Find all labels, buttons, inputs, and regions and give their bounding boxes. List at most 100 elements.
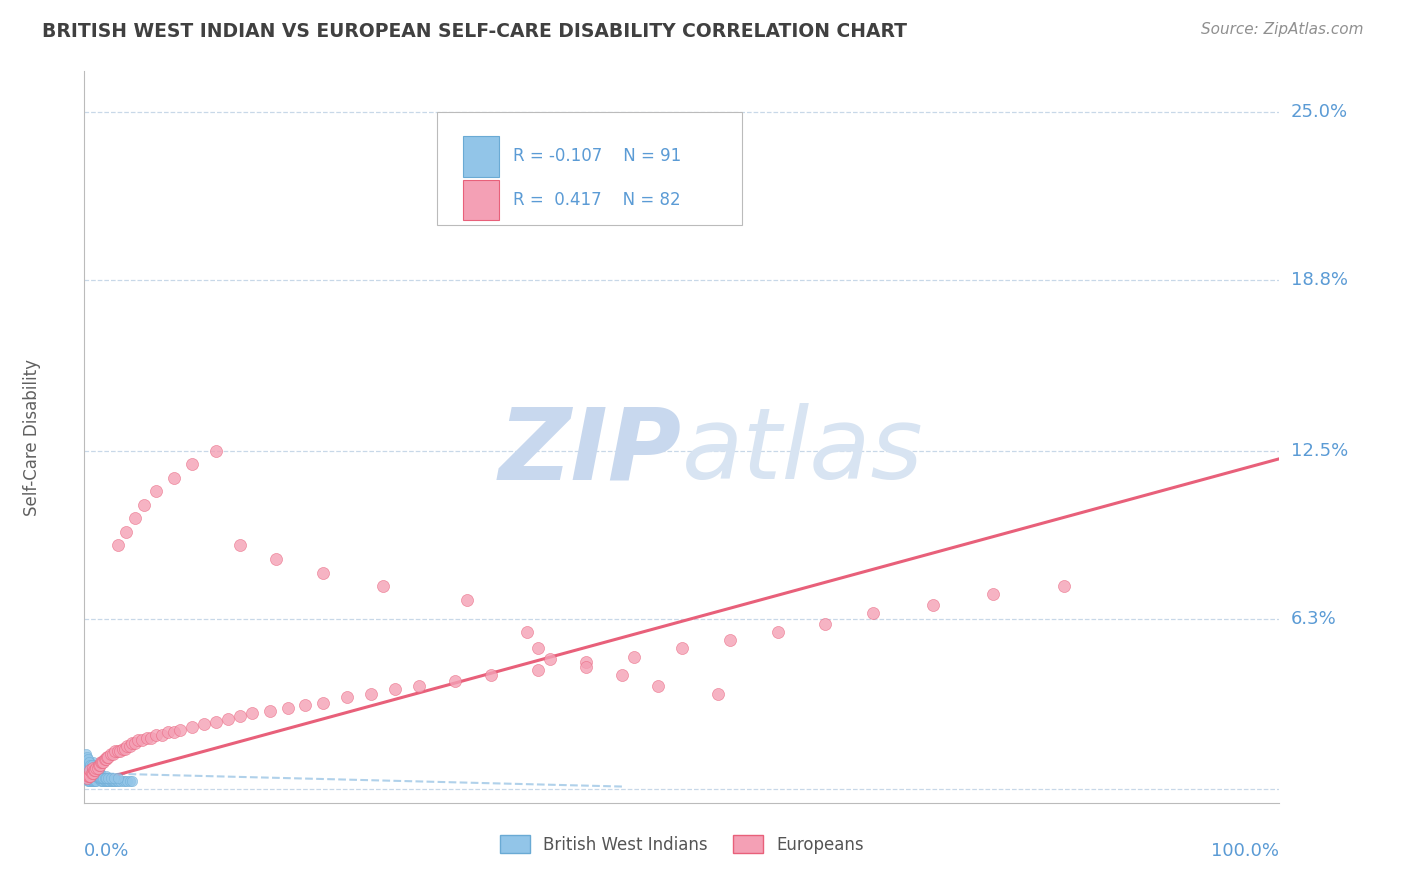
Point	[86, 761, 108, 775]
Point	[163, 725, 186, 739]
Point	[77, 769, 100, 783]
Point	[373, 579, 395, 593]
Point	[76, 749, 98, 764]
Point	[479, 668, 502, 682]
Point	[623, 649, 645, 664]
Point	[157, 725, 180, 739]
Point	[862, 606, 884, 620]
Point	[104, 774, 127, 789]
Point	[77, 755, 100, 769]
Point	[96, 749, 118, 764]
Point	[103, 774, 125, 789]
Point	[93, 752, 115, 766]
Point	[336, 690, 359, 705]
Point	[229, 538, 252, 552]
Point	[77, 761, 100, 775]
Point	[647, 679, 669, 693]
Point	[981, 587, 1004, 601]
Point	[86, 769, 108, 783]
Point	[118, 739, 141, 753]
Point	[91, 755, 114, 769]
Point	[79, 769, 101, 783]
Point	[121, 736, 143, 750]
Text: atlas: atlas	[682, 403, 924, 500]
Text: Self-Care Disability: Self-Care Disability	[22, 359, 41, 516]
Point	[79, 764, 101, 778]
Point	[80, 774, 103, 789]
Point	[105, 774, 128, 789]
Point	[90, 772, 112, 786]
Point	[1053, 579, 1076, 593]
Point	[101, 774, 124, 789]
Point	[671, 641, 693, 656]
Point	[575, 660, 598, 674]
Point	[181, 457, 204, 471]
Point	[96, 774, 118, 789]
Point	[82, 761, 104, 775]
Point	[229, 709, 252, 723]
Point	[77, 769, 100, 783]
Point	[408, 679, 430, 693]
Point	[240, 706, 263, 721]
Point	[82, 766, 104, 780]
Point	[107, 772, 129, 786]
Point	[80, 761, 103, 775]
Point	[97, 774, 120, 789]
Point	[75, 772, 97, 786]
Point	[75, 764, 97, 778]
Text: ZIP: ZIP	[499, 403, 682, 500]
Point	[77, 764, 100, 778]
Point	[86, 774, 108, 789]
Point	[79, 757, 101, 772]
Point	[82, 774, 104, 789]
Point	[82, 755, 104, 769]
Point	[527, 663, 550, 677]
Point	[117, 774, 139, 789]
Point	[90, 774, 112, 789]
Point	[91, 774, 114, 789]
Point	[86, 761, 108, 775]
Point	[114, 741, 136, 756]
Point	[612, 668, 634, 682]
Text: R =  0.417    N = 82: R = 0.417 N = 82	[513, 191, 681, 209]
Point	[82, 764, 104, 778]
Point	[107, 538, 129, 552]
Point	[145, 484, 167, 499]
Point	[150, 728, 173, 742]
Point	[814, 617, 837, 632]
Point	[76, 761, 98, 775]
Point	[79, 755, 101, 769]
Point	[766, 625, 789, 640]
Point	[76, 766, 98, 780]
Point	[77, 774, 100, 789]
Point	[84, 766, 107, 780]
Point	[277, 701, 299, 715]
Point	[135, 731, 157, 745]
Point	[79, 769, 101, 783]
Point	[93, 774, 115, 789]
Point	[79, 764, 101, 778]
Point	[115, 524, 138, 539]
Point	[110, 744, 132, 758]
Point	[94, 752, 117, 766]
Point	[94, 774, 117, 789]
Point	[86, 766, 108, 780]
Point	[89, 772, 111, 786]
Point	[103, 772, 125, 786]
Legend: British West Indians, Europeans: British West Indians, Europeans	[494, 829, 870, 860]
Point	[76, 772, 98, 786]
Point	[104, 744, 127, 758]
Point	[84, 774, 107, 789]
Point	[80, 764, 103, 778]
Point	[79, 764, 101, 778]
Point	[80, 769, 103, 783]
Point	[922, 598, 945, 612]
Point	[77, 757, 100, 772]
Point	[84, 764, 107, 778]
Point	[87, 757, 110, 772]
Point	[516, 625, 538, 640]
Point	[131, 733, 153, 747]
Point	[132, 498, 156, 512]
Point	[91, 769, 114, 783]
Point	[100, 774, 122, 789]
